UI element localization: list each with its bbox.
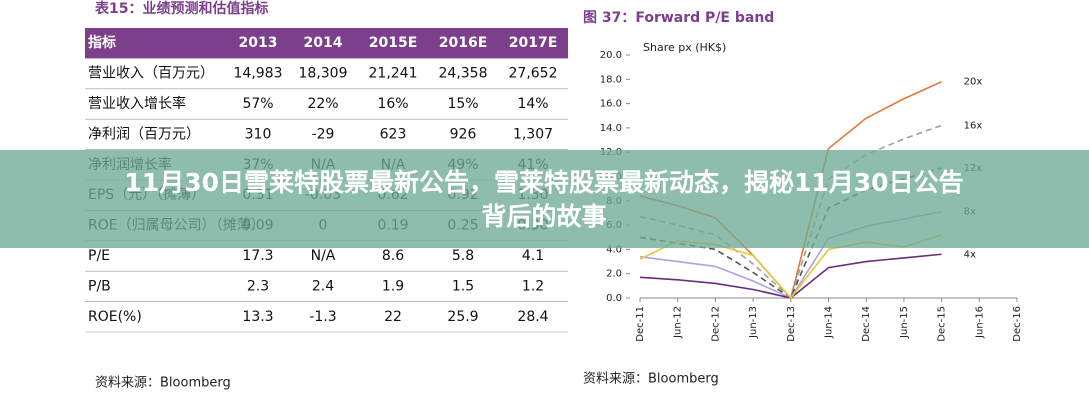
x-tick-label: Jun-13 — [748, 306, 759, 339]
series-label: 16x — [964, 120, 983, 131]
table-cell: P/E — [88, 248, 110, 264]
banner-bg — [0, 150, 1089, 248]
table-cell: 13.3 — [242, 309, 273, 325]
x-tick-label: Jun-12 — [673, 306, 684, 339]
table-cell: 2.3 — [247, 278, 269, 294]
table-cell: 25.9 — [447, 309, 478, 325]
table-cell: ROE(%) — [88, 309, 142, 325]
table-cell: 21,241 — [369, 66, 418, 82]
table-cell: 22 — [384, 309, 402, 325]
table-cell: P/B — [88, 278, 111, 294]
table-cell: 18,309 — [299, 66, 348, 82]
table-cell: 14% — [517, 96, 548, 112]
y-tick-label: 14.0 — [600, 123, 622, 134]
table-cell: 1.9 — [382, 278, 404, 294]
banner-text: 背后的故事 — [481, 202, 606, 231]
x-tick-label: Jun-16 — [974, 306, 985, 339]
table-cell: 27,652 — [509, 66, 558, 82]
y-tick-label: 18.0 — [600, 74, 622, 85]
table-cell: 24,358 — [439, 66, 488, 82]
header-cell: 指标 — [88, 34, 116, 51]
table-title: 表15：业绩预测和估值指标 — [94, 0, 268, 17]
chart-source: 资料来源：Bloomberg — [583, 372, 719, 387]
series-label: 4x — [964, 249, 976, 260]
table-cell: 1.2 — [522, 278, 544, 294]
x-tick-label: Jun-14 — [824, 306, 835, 339]
x-tick-label: Jun-15 — [899, 306, 910, 339]
header-cell: 2013 — [239, 35, 278, 51]
table-cell: 8.6 — [382, 248, 404, 264]
table-source: 资料来源：Bloomberg — [95, 376, 231, 391]
y-tick-label: 4.0 — [606, 244, 622, 255]
x-tick-label: Dec-11 — [635, 306, 646, 342]
table-cell: 28.4 — [517, 309, 548, 325]
x-tick-label: Dec-13 — [786, 306, 797, 342]
header-cell: 2014 — [304, 35, 343, 51]
header-cell: 2016E — [439, 35, 488, 51]
x-tick-label: Dec-15 — [937, 306, 948, 342]
chart-title: 图 37：Forward P/E band — [583, 10, 774, 26]
table-cell: 16% — [377, 96, 408, 112]
table-cell: 净利润（百万元） — [88, 126, 200, 142]
x-tick-label: Dec-16 — [1012, 306, 1023, 342]
banner-text: 11月30日雪莱特股票最新公告，雪莱特股票最新动态，揭秘11月30日公告 — [124, 168, 963, 197]
series-label: 20x — [964, 77, 983, 88]
table-cell: 310 — [245, 126, 272, 142]
table-cell: 57% — [242, 96, 273, 112]
table-cell: 17.3 — [242, 248, 273, 264]
table-cell: 5.8 — [452, 248, 474, 264]
header-cell: 2017E — [509, 35, 558, 51]
series-line — [639, 253, 942, 299]
table-cell: -29 — [312, 126, 335, 142]
table-cell: 14,983 — [234, 66, 283, 82]
table-cell: 1.5 — [452, 278, 474, 294]
table-cell: 2.4 — [312, 278, 334, 294]
table-cell: 营业收入增长率 — [88, 95, 186, 112]
table-cell: -1.3 — [309, 309, 336, 325]
x-tick-label: Dec-12 — [710, 306, 721, 342]
y-tick-label: 20.0 — [600, 50, 622, 61]
table-cell: 623 — [380, 126, 407, 142]
table-cell: 22% — [307, 96, 338, 112]
table-header-bg — [85, 28, 568, 59]
y-tick-label: 2.0 — [606, 269, 622, 280]
table-cell: 926 — [450, 126, 477, 142]
y-axis-label: Share px (HK$) — [643, 41, 726, 54]
header-cell: 2015E — [369, 35, 418, 51]
table-cell: 1,307 — [513, 126, 553, 142]
table-cell: N/A — [311, 248, 336, 264]
y-tick-label: 0.0 — [606, 293, 622, 304]
table-cell: 营业收入（百万元） — [88, 66, 214, 82]
table-cell: 15% — [447, 96, 478, 112]
x-tick-label: Dec-14 — [861, 306, 872, 342]
y-tick-label: 16.0 — [600, 99, 622, 110]
table-cell: 4.1 — [522, 248, 544, 264]
